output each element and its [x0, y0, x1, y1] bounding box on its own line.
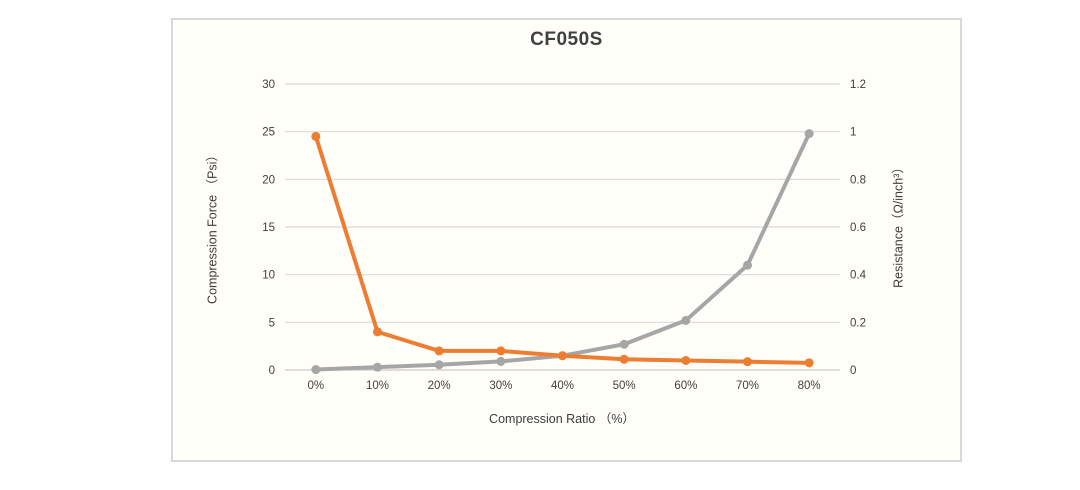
x-axis-tick-label: 70% [736, 380, 759, 392]
right-axis-tick-label: 0 [850, 365, 856, 377]
x-axis-tick-label: 40% [551, 380, 574, 392]
left-axis-title: Compression Force （Psi） [205, 149, 220, 304]
data-point-compression-force [311, 365, 321, 375]
left-axis-tick-label: 0 [269, 365, 275, 377]
chart-title: CF050S [530, 29, 603, 50]
right-axis-tick-label: 0.6 [850, 222, 866, 234]
data-point-compression-force [434, 360, 444, 370]
plot-area: 0 5 10 15 20 25 30 0 0.2 0.4 0.6 0.8 1 1.2 0% 10% 20% 30%… [262, 79, 867, 392]
right-axis-tick-label: 1 [850, 127, 856, 139]
x-axis-tick-label: 60% [674, 380, 697, 392]
left-axis-tick-label: 30 [262, 79, 275, 91]
series-line-resistance [313, 134, 812, 365]
x-axis-title: Compression Ratio （%） [489, 412, 635, 426]
data-point-resistance [743, 357, 752, 367]
data-point-compression-force [496, 356, 506, 366]
data-point-resistance [619, 354, 629, 364]
left-axis-tick-label: 15 [262, 222, 275, 234]
left-axis-tick-label: 10 [262, 270, 275, 282]
right-axis-tick-label: 0.4 [850, 270, 867, 282]
data-point-compression-force [743, 260, 752, 270]
right-axis-tick-label: 0.8 [850, 174, 866, 186]
x-axis-tick-label: 80% [798, 380, 821, 392]
right-axis-tick-label: 1.2 [850, 79, 866, 91]
data-point-resistance [496, 346, 506, 356]
data-point-resistance [373, 327, 382, 337]
x-axis-tick-label: 10% [366, 380, 389, 392]
left-axis-tick-label: 5 [269, 317, 275, 329]
data-point-compression-force [373, 362, 382, 372]
data-point-resistance [434, 346, 444, 356]
x-axis-tick-label: 30% [489, 380, 512, 392]
x-axis-tick-label: 0% [308, 380, 325, 392]
data-point-resistance [681, 355, 691, 365]
x-axis-tick-label: 50% [613, 380, 636, 392]
left-axis-tick-label: 20 [262, 174, 275, 186]
data-point-compression-force [681, 315, 691, 325]
data-point-compression-force [804, 129, 814, 139]
chart-container: 0 5 10 15 20 25 30 0 0.2 0.4 0.6 0.8 1 1.2 0% 10% 20% 30%… [171, 18, 962, 462]
data-point-resistance [558, 351, 567, 361]
x-axis-tick-label: 20% [428, 380, 451, 392]
right-axis-title: Resistance（Ω/inch³） [891, 161, 906, 288]
data-point-resistance [311, 131, 321, 141]
data-point-compression-force [619, 339, 629, 349]
left-axis-tick-label: 25 [262, 127, 275, 139]
right-axis-tick-label: 0.2 [850, 317, 866, 329]
data-point-resistance [804, 358, 814, 368]
